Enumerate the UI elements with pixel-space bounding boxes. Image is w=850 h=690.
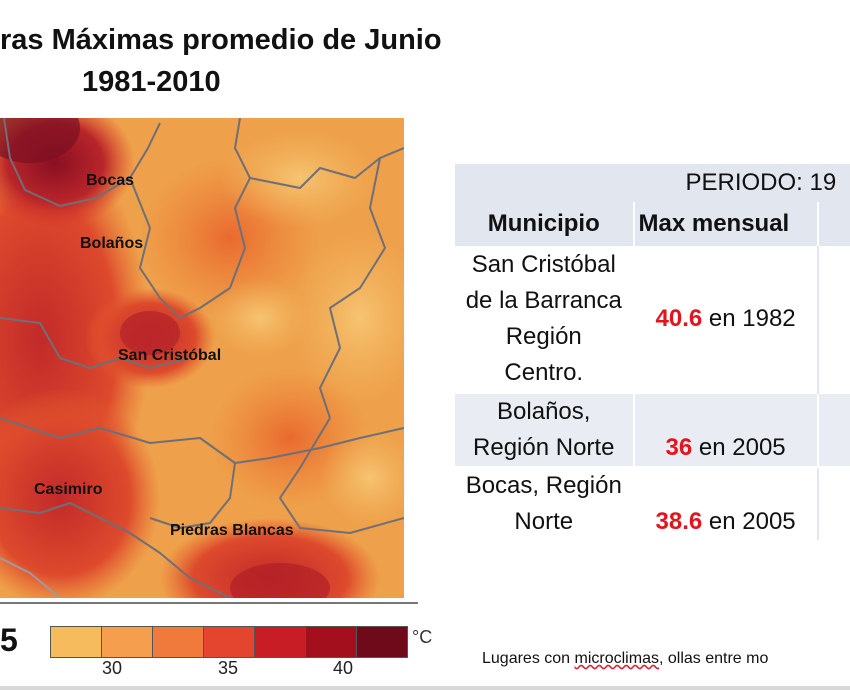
footnote-suffix: , ollas entre mo [658,650,769,667]
footnote-spellcheck-word: microclimas [574,650,659,667]
max-year: en 2005 [702,508,796,535]
municipio-line: Región [505,323,582,350]
slide-bottom-edge [0,686,850,690]
legend-swatch [153,627,204,657]
place-label-bocas: Bocas [86,172,135,189]
extra-cell [816,246,850,393]
max-temperature-table: PERIODO: 19 Municipio Max mensual San Cr… [455,164,850,540]
extra-cell [816,392,850,467]
header-extra [816,202,850,246]
municipio-line: Bolaños, [497,398,591,425]
footnote-text: Lugares con microclimas, ollas entre mo [482,650,768,668]
legend-swatch [102,627,153,657]
header-municipio: Municipio [455,202,635,246]
legend-swatch [357,627,407,657]
map-svg [0,118,404,598]
municipio-line: Centro. [504,359,584,386]
scale-tick-35: 35 [218,658,239,678]
municipio-line: Norte [514,508,574,535]
table-row: Bocas, Región Norte 38.6 en 2005 [455,466,850,540]
legend-swatch [51,627,102,657]
max-year: en 2005 [692,434,786,461]
table-row: San Cristóbal de la Barranca Región Cent… [455,246,850,393]
max-value-cell: 40.6 en 1982 [633,246,818,393]
max-value: 40.6 [655,305,703,332]
municipio-cell: Bolaños, Región Norte [455,392,635,467]
map-divider [0,602,418,604]
max-year: en 1982 [702,305,796,332]
municipio-cell: Bocas, Región Norte [455,466,635,540]
max-value-cell: 38.6 en 2005 [633,466,818,540]
max-value-cell: 36 en 2005 [633,392,818,467]
municipio-cell: San Cristóbal de la Barranca Región Cent… [455,246,635,393]
period-pad-cell [455,164,634,202]
scale-tick-40: 40 [333,658,354,678]
legend-swatch [306,627,357,657]
municipio-line: Región Norte [473,434,615,461]
temperature-map: Bocas Bolaños San Cristóbal Casimiro Pie… [0,118,404,598]
extra-cell [816,466,850,540]
footnote-prefix: Lugares con [482,650,575,667]
cut-off-text: 5 [0,622,18,658]
legend-swatch [204,627,255,657]
place-label-casimiro: Casimiro [34,481,103,498]
header-max-mensual: Max mensual [633,202,818,246]
municipio-line: San Cristóbal [471,251,616,278]
place-label-san-cristobal: San Cristóbal [118,347,222,364]
scale-unit: °C [412,627,433,647]
max-value: 38.6 [655,508,703,535]
slide-title-line2: 1981-2010 [82,66,221,98]
color-scale-legend [50,626,408,658]
max-value: 36 [665,434,693,461]
period-header: PERIODO: 19 [633,164,850,202]
place-label-piedras-blancas: Piedras Blancas [170,522,294,539]
municipio-line: Bocas, Región [465,472,622,499]
municipio-line: de la Barranca [465,287,622,314]
table-row: Bolaños, Región Norte 36 en 2005 [455,392,850,467]
place-label-bolanos: Bolaños [80,235,144,252]
slide-title-line1: ras Máximas promedio de Junio [0,24,442,56]
scale-tick-30: 30 [102,658,123,678]
legend-swatch [255,627,306,657]
